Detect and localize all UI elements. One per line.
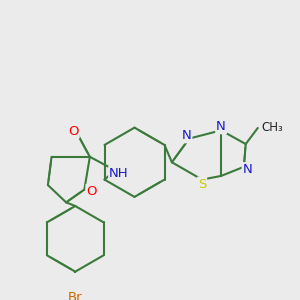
Text: N: N <box>182 129 191 142</box>
Text: S: S <box>198 178 206 190</box>
Text: Br: Br <box>68 291 82 300</box>
Text: N: N <box>216 120 226 133</box>
Text: O: O <box>68 125 79 138</box>
Text: CH₃: CH₃ <box>261 121 283 134</box>
Text: N: N <box>243 163 252 176</box>
Text: NH: NH <box>109 167 129 180</box>
Text: O: O <box>86 185 97 198</box>
